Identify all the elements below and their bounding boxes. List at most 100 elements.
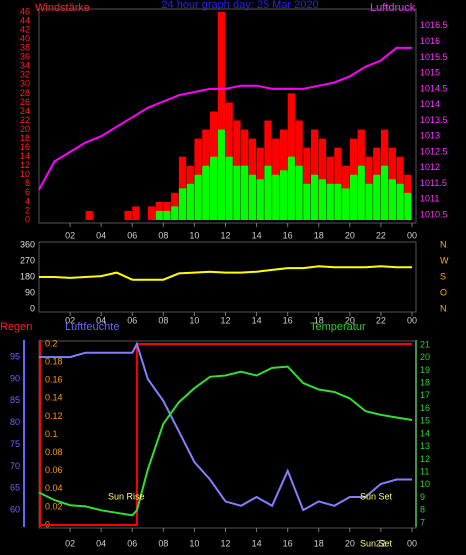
y2-tick-label: 19: [420, 365, 430, 375]
y-tick-label: 20: [20, 124, 30, 134]
bar: [396, 183, 404, 220]
x-tick-label: 16: [283, 315, 293, 325]
bar: [163, 201, 171, 220]
x-tick-label: 08: [158, 315, 168, 325]
y-tick-label: 44: [20, 15, 30, 25]
y2-axis-label: Temperatur: [310, 321, 366, 333]
y2-tick-label: 9: [420, 492, 425, 502]
x-tick-label: 08: [158, 230, 168, 240]
x-tick-label: 20: [345, 230, 355, 240]
y-tick-label: 0.14: [45, 393, 63, 403]
bar: [241, 165, 249, 220]
annotation: Sun Set: [360, 491, 393, 501]
y-tick-label: 0.08: [45, 447, 63, 457]
bar: [124, 210, 132, 220]
x-tick-label: 20: [345, 315, 355, 325]
bar: [342, 188, 350, 220]
line: [38, 365, 413, 517]
bar: [132, 206, 140, 220]
x-tick-label: 10: [189, 315, 199, 325]
y2-tick-label: 11: [420, 466, 429, 476]
y2-tick-label: 1012: [420, 162, 440, 172]
y-tick-label: 0.1: [45, 429, 58, 439]
y2-tick-label: 15: [420, 416, 430, 426]
y-tick-label: 14: [20, 151, 30, 161]
y3-tick-label: 65: [10, 483, 20, 493]
bar: [186, 183, 194, 220]
line: [39, 341, 412, 512]
line: [39, 265, 412, 281]
bar: [256, 179, 264, 220]
y-tick-label: 0.06: [45, 465, 63, 475]
y-tick-label: 46: [20, 6, 30, 16]
bar: [171, 206, 179, 220]
bar: [326, 183, 334, 220]
y2-tick-label: 1013.5: [420, 115, 448, 125]
x-tick-label: 18: [314, 315, 324, 325]
y-tick-label: 360: [20, 239, 35, 249]
y-tick-label: 0.12: [45, 411, 63, 421]
x-tick-label: 12: [220, 315, 230, 325]
y2-tick-label: 1015: [420, 68, 440, 78]
y-tick-label: 0.2: [45, 338, 58, 348]
y2-tick-label: 1015.5: [420, 52, 448, 62]
y3-tick-label: 75: [10, 439, 20, 449]
bar: [349, 174, 358, 220]
y-tick-label: 180: [20, 271, 35, 281]
y2-tick-label: 1010.5: [420, 209, 448, 219]
x-tick-label: 20: [345, 538, 355, 548]
y-tick-label: 28: [20, 88, 30, 98]
bar: [217, 12, 225, 220]
bar: [202, 165, 210, 220]
y-tick-label: 6: [25, 187, 30, 197]
bar: [388, 179, 396, 220]
bar: [272, 174, 280, 220]
y2-tick-label: 1011: [420, 194, 439, 204]
y2-tick-label: 14: [420, 428, 430, 438]
line: [39, 343, 412, 526]
annotation: Sun Rise: [108, 491, 145, 501]
y-tick-label: 8: [25, 178, 30, 188]
x-tick-label: 06: [127, 315, 137, 325]
y-axis-label: Regen: [0, 321, 32, 333]
x-tick-label: 02: [65, 315, 75, 325]
bar: [303, 183, 311, 220]
bar: [225, 156, 233, 220]
x-tick-label: 14: [252, 315, 262, 325]
bar: [357, 165, 365, 220]
bar: [279, 170, 288, 220]
y2-tick-label: 8: [420, 505, 425, 515]
y2-tick-label: O: [440, 287, 447, 297]
y-tick-label: 36: [20, 52, 30, 62]
x-tick-label: 10: [189, 230, 199, 240]
bar: [209, 156, 218, 220]
bar: [295, 165, 303, 220]
bar: [365, 183, 373, 220]
y-tick-label: 12: [20, 160, 30, 170]
y2-tick-label: 1013: [420, 131, 440, 141]
x-tick-label: 02: [65, 230, 75, 240]
x-tick-label: 08: [158, 538, 168, 548]
y-tick-label: 0.18: [45, 356, 63, 366]
x-tick-label: 18: [314, 538, 324, 548]
y-tick-label: 270: [20, 255, 35, 265]
y2-tick-label: 18: [420, 378, 430, 388]
bar: [334, 183, 342, 220]
line: [38, 46, 412, 191]
bar: [217, 129, 225, 220]
x-tick-label: 04: [96, 230, 106, 240]
y-tick-label: 24: [20, 106, 30, 116]
y-tick-label: 0.04: [45, 483, 63, 493]
y3-tick-label: 60: [10, 505, 20, 515]
x-tick-label: 12: [220, 538, 230, 548]
y-tick-label: 22: [20, 115, 30, 125]
y2-tick-label: 12: [420, 454, 430, 464]
bar: [380, 165, 389, 220]
x-tick-label: 18: [314, 230, 324, 240]
y2-axis-label: Luftdruck: [370, 2, 416, 14]
x-tick-label: 06: [127, 538, 137, 548]
chart-title: 24 hour graph day: 25 Mar 2020: [161, 0, 318, 11]
y-tick-label: 10: [20, 169, 30, 179]
y2-tick-label: 1011.5: [420, 178, 447, 188]
y-tick-label: 0.16: [45, 375, 63, 385]
